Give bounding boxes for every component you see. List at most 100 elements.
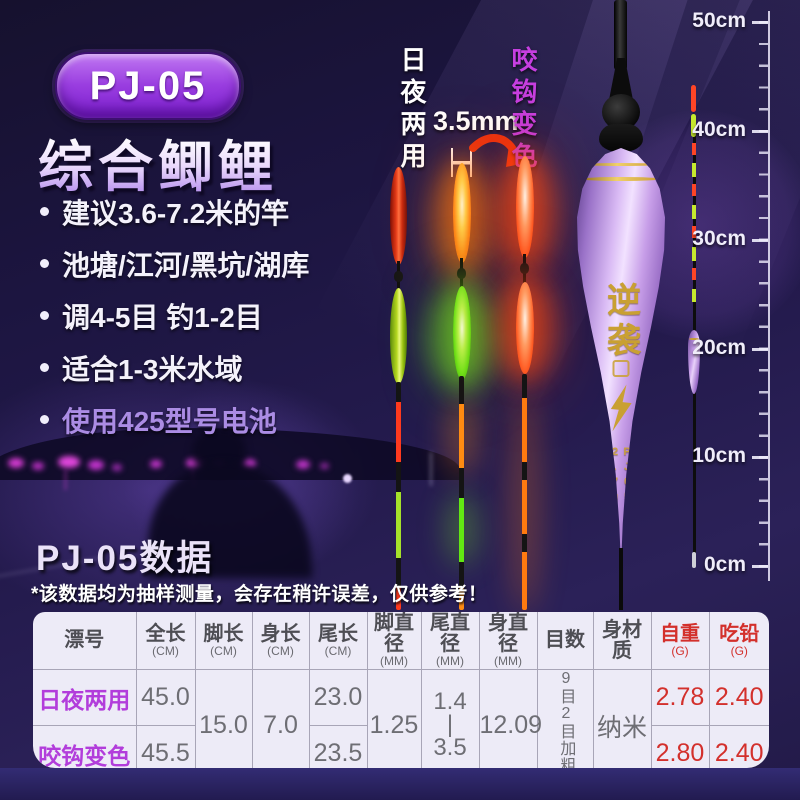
model-badge-label: PJ-05 bbox=[89, 63, 207, 108]
brand-seal-icon bbox=[612, 360, 630, 377]
value-cell: 23.5 bbox=[309, 725, 368, 768]
value-cell: 12.09 bbox=[479, 669, 542, 768]
header-label: 自重 bbox=[660, 622, 700, 645]
float-joint-bulge bbox=[457, 268, 466, 279]
value-cell: 2.78 bbox=[651, 669, 710, 727]
mini-float-band bbox=[692, 226, 696, 238]
tail-diameter-min: 1.4 bbox=[433, 688, 467, 716]
ruler-tick bbox=[752, 348, 768, 351]
product-title: 综合鲫鲤 bbox=[38, 122, 278, 202]
label-tip-diameter: 3.5mm bbox=[433, 106, 519, 136]
ruler-label: 20cm bbox=[692, 336, 746, 359]
ruler-label: 40cm bbox=[692, 118, 746, 141]
header-label: 脚直径 bbox=[374, 612, 414, 656]
feature-text: 使用425型号电池 bbox=[62, 405, 277, 437]
float-top-segment bbox=[516, 156, 534, 258]
float-collar-flange bbox=[599, 124, 643, 152]
header-unit: (MM) bbox=[380, 654, 408, 669]
header-unit: (MM) bbox=[494, 654, 522, 669]
gold-ring bbox=[580, 163, 662, 166]
data-heading: PJ-05数据 bbox=[36, 539, 214, 578]
light-dot bbox=[88, 460, 104, 470]
header-cell: 尾长 (CM) bbox=[309, 612, 368, 670]
light-reflection bbox=[64, 470, 67, 490]
header-label: 尾直径 bbox=[430, 612, 470, 656]
header-label: 目数 bbox=[545, 629, 585, 651]
feature-text: 建议3.6-7.2米的竿 bbox=[62, 197, 290, 229]
header-unit: (CM) bbox=[267, 643, 294, 658]
brand-text: 逆袭 bbox=[601, 282, 640, 362]
ruler-tick bbox=[752, 456, 768, 459]
feature-item: 调4-5目 钓1-2目 bbox=[40, 300, 309, 333]
mini-float-body bbox=[688, 330, 700, 394]
row-label: 日夜两用 bbox=[33, 669, 137, 727]
float-mid-segment bbox=[516, 282, 534, 374]
float-stem bbox=[459, 376, 464, 610]
bullet-dot-icon bbox=[40, 363, 49, 372]
table-row: 咬钩变色 45.5 23.5 2.80 2.40 bbox=[33, 725, 769, 768]
feature-text: 池塘/江河/黑坑/湖库 bbox=[62, 249, 310, 281]
ruler-label: 0cm bbox=[703, 553, 746, 576]
light-dot bbox=[112, 464, 122, 471]
mini-float-tip bbox=[691, 85, 696, 112]
float-mid-segment bbox=[390, 288, 407, 384]
header-cell: 自重 (G) bbox=[651, 612, 710, 670]
value-cell: 45.5 bbox=[136, 725, 196, 768]
bottom-strip bbox=[0, 768, 800, 800]
header-label: 尾长 bbox=[318, 622, 358, 645]
lightning-icon bbox=[610, 384, 632, 432]
value-cell: 23.0 bbox=[309, 669, 368, 727]
mini-float-band bbox=[692, 289, 696, 302]
value-cell: 45.0 bbox=[136, 669, 196, 727]
value-cell: 9目2目加粗 bbox=[537, 669, 594, 768]
value-cell: 纳米 bbox=[593, 669, 652, 768]
float-keel bbox=[619, 548, 623, 610]
light-reflection bbox=[430, 452, 432, 486]
ruler-tick bbox=[752, 565, 768, 568]
header-label: 吃铅 bbox=[719, 622, 760, 645]
light-dot bbox=[320, 463, 329, 469]
header-cell: 尾直径 (MM) bbox=[421, 612, 480, 670]
header-cell: 全长 (CM) bbox=[136, 612, 196, 670]
mini-float-gold-ring bbox=[689, 338, 699, 340]
float-top-segment bbox=[390, 167, 407, 265]
ruler-line bbox=[768, 11, 770, 581]
table-header-row: 漂号 全长 (CM) 脚长 (CM) 身长 (CM) 尾长 (CM) 脚直径 (MM) 尾… bbox=[33, 612, 769, 670]
label-bite-color: 咬钩变色 bbox=[508, 46, 538, 174]
float-mid-segment bbox=[453, 286, 471, 380]
mini-float-band bbox=[692, 143, 696, 155]
header-cell: 身直径 (MM) bbox=[479, 612, 538, 670]
ruler-label: 10cm bbox=[692, 444, 746, 467]
header-label: 身长 bbox=[260, 622, 301, 645]
bullet-dot-icon bbox=[40, 207, 49, 216]
ruler-label: 50cm bbox=[692, 9, 746, 32]
label-day-night: 日夜两用 bbox=[397, 46, 427, 174]
spec-table: 漂号 全长 (CM) 脚长 (CM) 身长 (CM) 尾长 (CM) 脚直径 (MM) 尾… bbox=[33, 612, 769, 768]
model-badge: PJ-05 bbox=[55, 52, 241, 120]
mini-float-band bbox=[692, 163, 696, 177]
ruler-label: 30cm bbox=[692, 227, 746, 250]
table-row: 日夜两用 45.0 15.0 7.0 23.0 1.25 1.4 | 3.5 1… bbox=[33, 669, 769, 768]
header-unit: (CM) bbox=[324, 643, 352, 658]
light-dot bbox=[150, 460, 162, 468]
feature-text: 适合1-3米水域 bbox=[62, 353, 243, 385]
mesh-count: 9目2目加粗 bbox=[557, 670, 575, 768]
value-cell: 7.0 bbox=[252, 669, 310, 768]
header-cell: 目数 bbox=[537, 612, 594, 670]
header-label: 漂号 bbox=[64, 629, 105, 651]
light-dot bbox=[296, 460, 310, 469]
row-label: 咬钩变色 bbox=[33, 725, 137, 768]
feature-text: 调4-5目 钓1-2目 bbox=[62, 301, 263, 333]
float-antenna bbox=[614, 0, 627, 70]
value-cell: 2.80 bbox=[651, 725, 710, 768]
float-joint-bulge bbox=[394, 271, 403, 282]
spec-table-grid: 漂号 全长 (CM) 脚长 (CM) 身长 (CM) 尾长 (CM) 脚直径 (MM) 尾… bbox=[33, 612, 769, 768]
header-label: 身材质 bbox=[602, 618, 642, 662]
feature-item: 适合1-3米水域 bbox=[40, 352, 309, 385]
light-dot bbox=[242, 459, 256, 468]
bullet-dot-icon bbox=[40, 311, 49, 320]
header-unit: (G) bbox=[671, 643, 689, 658]
header-cell: 脚直径 (MM) bbox=[367, 612, 422, 670]
bullet-dot-icon bbox=[40, 259, 49, 268]
